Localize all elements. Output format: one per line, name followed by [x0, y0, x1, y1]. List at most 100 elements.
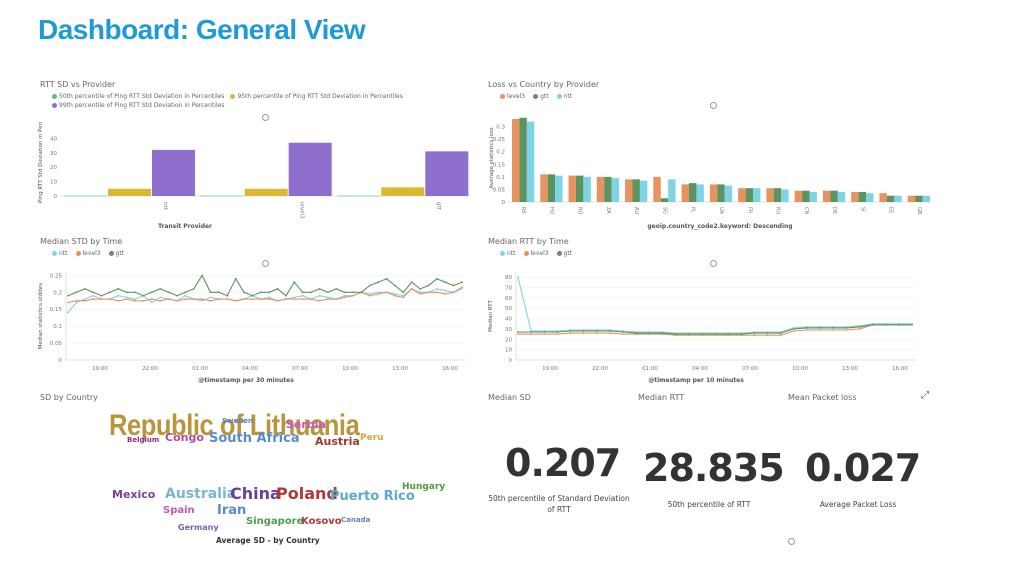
word-cloud-item[interactable]: Peru: [360, 433, 384, 443]
legend-item[interactable]: gtt: [108, 250, 124, 257]
bar: [809, 191, 817, 202]
point: [740, 333, 743, 335]
word-cloud-item[interactable]: Kosovo: [301, 516, 342, 527]
bar: [200, 195, 244, 197]
word-cloud-item[interactable]: Congo: [165, 431, 204, 444]
point: [377, 291, 380, 294]
point: [335, 298, 338, 300]
point: [259, 291, 262, 294]
bar: [625, 179, 633, 202]
bar: [337, 195, 381, 197]
word-cloud-item[interactable]: South Africa: [209, 431, 300, 446]
word-cloud-item[interactable]: Republic of Lithuania: [109, 409, 360, 442]
x-tick-label: UA: [718, 207, 724, 215]
panel-title-sd-country: SD by Country: [40, 393, 98, 402]
point: [461, 281, 463, 284]
word-cloud-item[interactable]: Germany: [178, 523, 219, 532]
point: [125, 296, 128, 299]
x-tick-label: 10:00: [792, 366, 808, 372]
legend-item[interactable]: 50th percentile of Ping RTT Std Deviatio…: [52, 92, 224, 101]
point: [436, 277, 438, 280]
y-tick-label: 60: [505, 296, 512, 302]
collapse-icon[interactable]: [262, 114, 269, 121]
point: [109, 298, 111, 300]
word-cloud-item[interactable]: China: [230, 484, 281, 503]
collapse-icon[interactable]: [262, 260, 269, 267]
point: [766, 332, 769, 334]
point: [83, 288, 86, 290]
legend-item[interactable]: gtt: [556, 250, 572, 257]
word-cloud-item[interactable]: Hungary: [402, 482, 446, 492]
point: [192, 298, 195, 300]
bar: [689, 183, 697, 202]
point: [343, 291, 346, 294]
word-cloud-item[interactable]: Sweden: [222, 417, 253, 425]
legend-item[interactable]: level3: [75, 250, 101, 257]
word-cloud-item[interactable]: Spain: [163, 505, 195, 516]
point: [556, 333, 559, 335]
bar: [886, 195, 895, 202]
bar: [568, 175, 576, 202]
word-cloud-item[interactable]: Belgium: [127, 436, 160, 444]
legend-item[interactable]: gtt: [533, 93, 549, 100]
x-tick-label: level3: [299, 202, 305, 219]
bar: [668, 179, 676, 202]
point: [819, 329, 821, 331]
point: [285, 294, 287, 297]
bar: [696, 184, 704, 202]
metric-median-sd-label: 50th percentile of Standard Deviation of…: [488, 494, 630, 514]
word-cloud-item[interactable]: Serbia: [286, 418, 326, 431]
x-axis-label: @timestamp per 30 minutes: [198, 377, 294, 384]
point: [385, 291, 388, 294]
legend-item[interactable]: 99th percentile of Ping RTT Std Deviatio…: [52, 101, 224, 110]
point: [753, 334, 756, 337]
legend-item[interactable]: ntt: [556, 93, 572, 100]
point: [117, 299, 120, 302]
y-tick-label: 0.2: [496, 150, 505, 156]
word-cloud-item[interactable]: Puerto Rico: [330, 489, 415, 504]
collapse-icon[interactable]: [710, 260, 717, 267]
bar: [794, 190, 803, 202]
bar: [660, 198, 669, 202]
x-axis-label: @timestamp per 10 minutes: [648, 377, 744, 384]
x-tick-label: 22:00: [592, 366, 608, 372]
collapse-icon[interactable]: [788, 538, 795, 545]
point: [832, 327, 835, 329]
word-cloud-caption: Average SD - by Country: [216, 536, 320, 545]
point: [609, 332, 611, 334]
bar: [639, 180, 648, 202]
legend-item[interactable]: ntt: [500, 250, 516, 257]
bar: [894, 195, 902, 202]
legend-median-std: ntt level3 gtt: [52, 250, 124, 257]
word-cloud-item[interactable]: Austria: [315, 435, 360, 448]
legend-item[interactable]: 95th percentile of Ping RTT Std Deviatio…: [230, 92, 403, 101]
word-cloud-item[interactable]: Poland: [276, 484, 338, 503]
point: [293, 296, 296, 299]
panel-title-mean-loss: Mean Packet loss: [788, 393, 857, 402]
point: [184, 298, 187, 300]
metric-median-sd-value: 0.207: [505, 441, 621, 485]
point: [394, 294, 396, 297]
y-tick-label: 0.05: [50, 341, 63, 347]
legend-item[interactable]: ntt: [52, 250, 68, 257]
point: [394, 284, 396, 287]
collapse-icon[interactable]: [710, 102, 717, 109]
word-cloud-item[interactable]: Canada: [341, 516, 371, 524]
y-tick-label: 20: [505, 337, 512, 343]
x-tick-label: DE: [831, 207, 837, 214]
point: [419, 291, 421, 294]
point: [100, 294, 103, 297]
word-cloud-item[interactable]: Singapore: [246, 516, 304, 527]
word-cloud-item[interactable]: Iran: [217, 503, 247, 518]
legend-item[interactable]: level3: [523, 250, 549, 257]
y-tick-label: 30: [505, 327, 512, 333]
legend-item[interactable]: level3: [500, 93, 525, 100]
point: [276, 299, 279, 302]
point: [159, 288, 162, 290]
word-cloud-item[interactable]: Mexico: [112, 488, 156, 501]
point: [377, 293, 380, 295]
word-cloud-item[interactable]: Australia: [165, 486, 237, 502]
expand-icon[interactable]: ⤢: [921, 390, 929, 401]
point: [125, 298, 128, 300]
x-tick-label: RO: [577, 207, 583, 214]
